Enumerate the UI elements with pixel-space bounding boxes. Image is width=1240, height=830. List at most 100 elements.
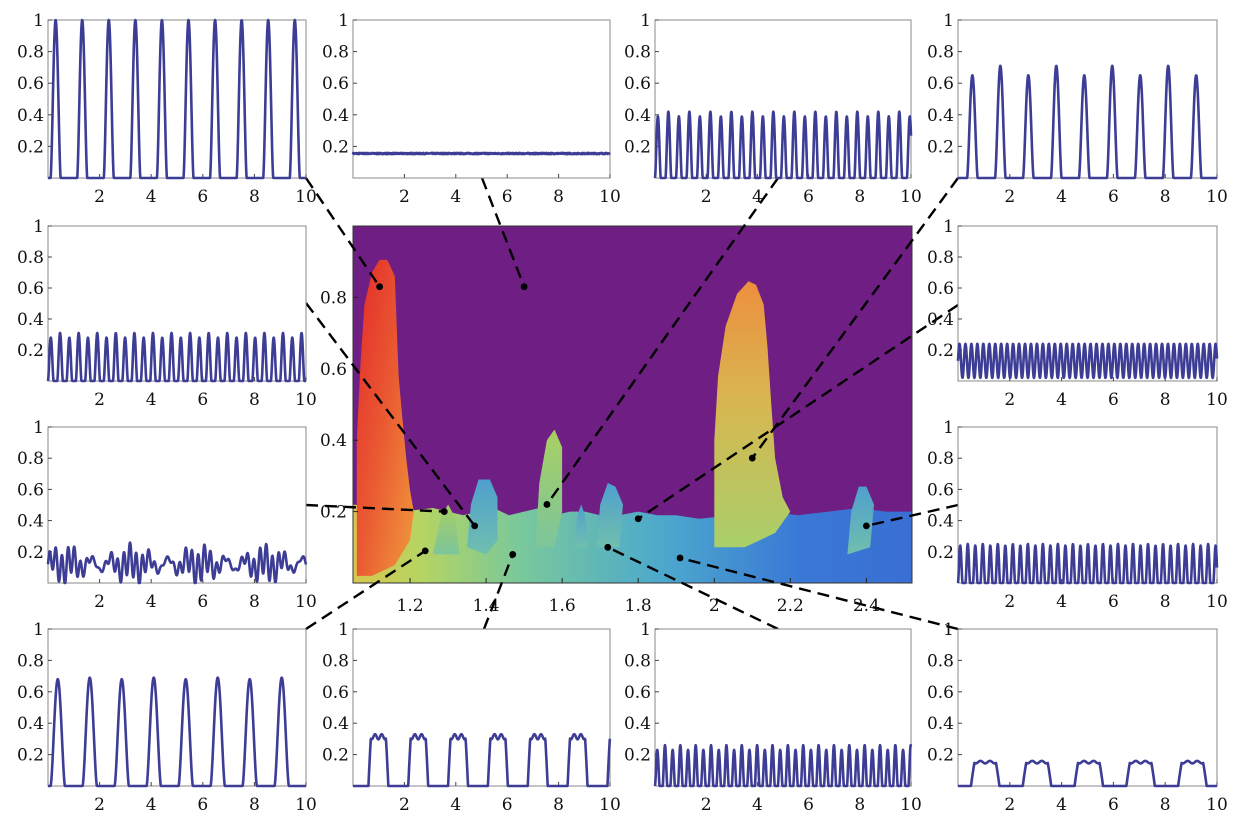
main-x-tick-label: 1.6: [549, 596, 576, 616]
inset-x-tick-label: 6: [1108, 592, 1119, 612]
inset-y-tick-label: 0.2: [17, 341, 44, 361]
inset-x-tick-label: 4: [146, 795, 157, 815]
inset-y-tick-label: 0.4: [927, 106, 954, 126]
inset-y-tick-label: 1: [640, 11, 651, 31]
inset-frame: [352, 19, 611, 179]
inset-x-tick-label: 4: [146, 187, 157, 207]
inset-series-line: [956, 64, 1219, 180]
inset-plot-2: 0.2 0.4 0.6 0.8 1 2 4 6 8 10: [322, 11, 621, 207]
inset-x-tick-label: 10: [1206, 390, 1228, 410]
inset-plot-3: 0.2 0.4 0.6 0.8 1 2 4 6 8 10: [624, 11, 922, 207]
inset-y-tick-label: 0.4: [17, 310, 44, 330]
inset-x-tick-label: 2: [701, 187, 712, 207]
inset-x-tick-label: 10: [1206, 592, 1228, 612]
sample-point: [604, 543, 612, 551]
inset-x-tick-label: 4: [752, 795, 763, 815]
inset-series-line: [46, 18, 308, 180]
inset-plots: 0.2 0.4 0.6 0.8 1 2 4 6 8 10 0.2 0.4 0.6 0.8 1 2 4 6 8 10 0.…: [17, 11, 1228, 815]
inset-x-tick-label: 4: [1056, 592, 1067, 612]
inset-plot-10: 0.2 0.4 0.6 0.8 1 2 4 6 8 10: [322, 620, 621, 815]
inset-x-tick-label: 6: [197, 390, 208, 410]
inset-y-tick-label: 0.6: [17, 480, 44, 500]
inset-x-tick-label: 4: [146, 592, 157, 612]
sample-point: [676, 554, 684, 562]
inset-y-tick-label: 0.4: [17, 714, 44, 734]
inset-series-line: [46, 331, 308, 383]
inset-x-tick-label: 2: [94, 795, 105, 815]
inset-y-tick-label: 1: [943, 217, 954, 237]
inset-y-tick-label: 0.4: [927, 310, 954, 330]
inset-x-tick-label: 10: [295, 795, 317, 815]
inset-plot-1: 0.2 0.4 0.6 0.8 1 2 4 6 8 10: [17, 11, 317, 207]
inset-y-tick-label: 0.6: [17, 74, 44, 94]
inset-x-tick-label: 6: [197, 592, 208, 612]
sample-point: [862, 522, 870, 530]
inset-y-tick-label: 0.8: [17, 43, 44, 63]
connector-line: [545, 177, 779, 506]
inset-y-tick-label: 0.8: [927, 248, 954, 268]
red-resonance-region: [356, 259, 414, 576]
inset-plot-12: 0.2 0.4 0.6 0.8 1 2 4 6 8 10: [927, 620, 1228, 815]
inset-y-tick-label: 0.2: [927, 137, 954, 157]
inset-x-tick-label: 2: [701, 795, 712, 815]
sample-point: [421, 547, 429, 555]
inset-y-tick-label: 0.6: [17, 279, 44, 299]
inset-y-tick-label: 0.4: [927, 714, 954, 734]
inset-y-tick-label: 0.2: [624, 137, 651, 157]
inset-x-tick-label: 8: [249, 187, 260, 207]
inset-y-tick-label: 0.8: [927, 651, 954, 671]
sample-point: [634, 515, 642, 523]
inset-y-tick-label: 1: [640, 620, 651, 640]
main-x-tick-label: 2.2: [777, 596, 804, 616]
inset-x-tick-label: 8: [1160, 390, 1171, 410]
blue-plume-4: [573, 504, 589, 548]
inset-x-tick-label: 2: [94, 390, 105, 410]
inset-y-tick-label: 0.8: [322, 651, 349, 671]
inset-x-tick-label: 8: [1160, 592, 1171, 612]
inset-y-tick-label: 0.2: [17, 137, 44, 157]
inset-y-tick-label: 0.2: [17, 543, 44, 563]
inset-y-tick-label: 0.6: [322, 683, 349, 703]
inset-x-tick-label: 10: [599, 795, 621, 815]
inset-y-tick-label: 0.6: [322, 74, 349, 94]
inset-series-line: [351, 151, 612, 156]
connector-line: [866, 503, 959, 528]
inset-y-tick-label: 1: [33, 11, 44, 31]
sample-point: [520, 283, 528, 291]
inset-x-tick-label: 8: [854, 795, 865, 815]
inset-y-tick-label: 0.8: [927, 43, 954, 63]
inset-x-tick-label: 2: [399, 187, 410, 207]
connector-line: [607, 546, 779, 631]
inset-y-tick-label: 0.4: [927, 512, 954, 532]
inset-plot-9: 0.2 0.4 0.6 0.8 1 2 4 6 8 10: [17, 620, 317, 815]
sample-point: [748, 454, 756, 462]
connector-line: [482, 554, 514, 630]
inset-x-tick-label: 8: [249, 390, 260, 410]
inset-x-tick-label: 6: [1108, 390, 1119, 410]
inset-x-tick-label: 4: [146, 390, 157, 410]
inset-y-tick-label: 0.8: [322, 43, 349, 63]
blue-plume-2: [596, 483, 623, 548]
main-x-tick-label: 1.2: [397, 596, 424, 616]
main-x-tick-label: 1.4: [473, 596, 500, 616]
inset-x-tick-label: 10: [900, 795, 922, 815]
inset-x-tick-label: 6: [1108, 795, 1119, 815]
inset-plot-11: 0.2 0.4 0.6 0.8 1 2 4 6 8 10: [624, 620, 922, 815]
sample-point: [471, 522, 479, 530]
inset-y-tick-label: 0.4: [17, 106, 44, 126]
inset-x-tick-label: 8: [249, 592, 260, 612]
inset-x-tick-label: 10: [900, 187, 922, 207]
inset-y-tick-label: 0.4: [17, 512, 44, 532]
inset-x-tick-label: 2: [1004, 187, 1015, 207]
inset-x-tick-label: 6: [803, 795, 814, 815]
inset-y-tick-label: 1: [33, 620, 44, 640]
main-frame: [352, 225, 913, 584]
inset-x-tick-label: 2: [94, 187, 105, 207]
inset-y-tick-label: 1: [338, 620, 349, 640]
inset-x-tick-label: 2: [1004, 592, 1015, 612]
inset-y-tick-label: 0.6: [624, 683, 651, 703]
inset-y-tick-label: 0.2: [322, 137, 349, 157]
inset-x-tick-label: 10: [1206, 187, 1228, 207]
inset-x-tick-label: 2: [94, 592, 105, 612]
inset-x-tick-label: 10: [1206, 795, 1228, 815]
